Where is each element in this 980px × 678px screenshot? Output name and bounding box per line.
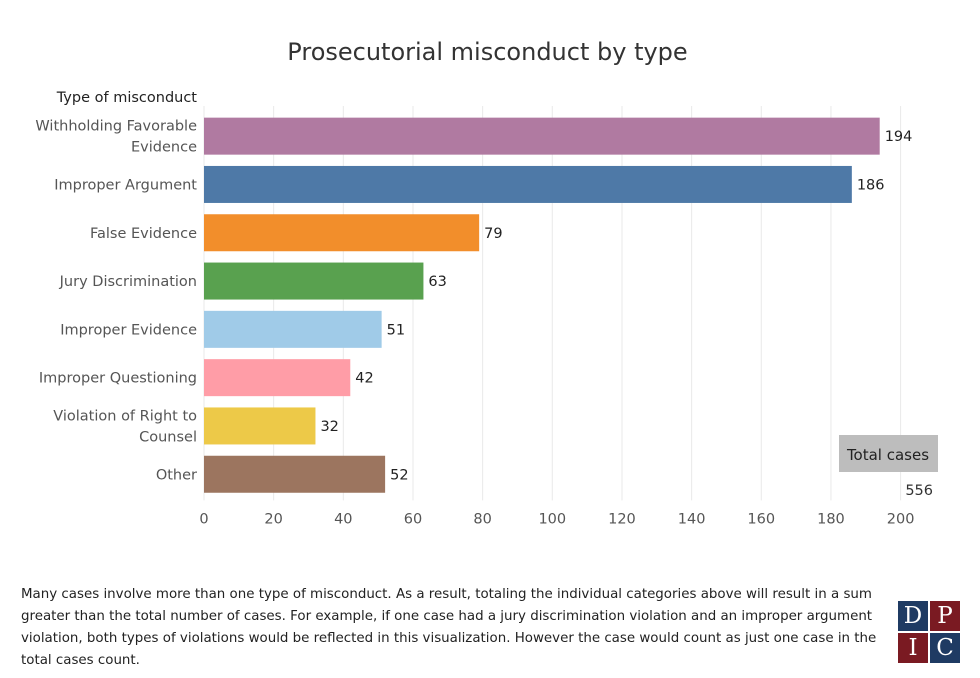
- x-tick-label: 20: [264, 511, 282, 527]
- bar: [204, 165, 852, 203]
- bar-value-label: 51: [387, 322, 405, 338]
- category-label: Violation of Right to: [53, 408, 197, 424]
- bar-value-label: 52: [390, 467, 408, 483]
- x-tick-label: 60: [404, 511, 422, 527]
- bar: [204, 117, 880, 155]
- bar-value-label: 63: [428, 274, 446, 290]
- footnote-text: Many cases involve more than one type of…: [21, 587, 877, 668]
- y-axis-header: Type of misconduct: [56, 90, 198, 106]
- category-label: Withholding Favorable: [35, 119, 197, 135]
- x-tick-label: 80: [473, 511, 491, 527]
- bar-value-label: 79: [484, 226, 502, 242]
- total-cases-box: [839, 435, 938, 472]
- bar: [204, 455, 386, 493]
- logo-letter-d: D: [898, 601, 928, 631]
- logo-letter-p: P: [930, 601, 960, 631]
- bar: [204, 262, 424, 300]
- bar-value-label: 186: [857, 177, 885, 193]
- bar: [204, 359, 351, 397]
- bar: [204, 407, 316, 445]
- x-tick-label: 40: [334, 511, 352, 527]
- x-tick-label: 160: [747, 511, 775, 527]
- category-label: Evidence: [131, 140, 197, 156]
- dpic-logo: D P I C: [898, 601, 960, 663]
- category-label: Improper Evidence: [60, 322, 197, 338]
- x-tick-label: 180: [817, 511, 845, 527]
- total-cases-value: 556: [905, 483, 933, 499]
- x-tick-label: 120: [608, 511, 636, 527]
- bar-value-label: 42: [355, 371, 373, 387]
- total-cases-label: Total cases: [846, 446, 929, 464]
- logo-letter-i: I: [898, 633, 928, 663]
- x-tick-label: 200: [887, 511, 915, 527]
- category-label: Improper Questioning: [39, 371, 197, 387]
- category-label: Improper Argument: [54, 177, 197, 193]
- bar: [204, 310, 382, 348]
- category-label: False Evidence: [90, 226, 197, 242]
- category-label: Jury Discrimination: [59, 274, 197, 290]
- bar-chart: 0 20 40 60 80 100 120 140 160 180 200 Type of misco…: [35, 90, 938, 527]
- bar-value-label: 32: [320, 419, 338, 435]
- category-label: Counsel: [139, 429, 197, 445]
- bar: [204, 214, 480, 252]
- x-tick-label: 140: [678, 511, 706, 527]
- bar-value-label: 194: [885, 129, 913, 145]
- x-tick-label: 100: [538, 511, 566, 527]
- chart-title: Prosecutorial misconduct by type: [287, 38, 688, 66]
- x-tick-label: 0: [199, 511, 208, 527]
- category-label: Other: [156, 467, 197, 483]
- logo-letter-c: C: [930, 633, 960, 663]
